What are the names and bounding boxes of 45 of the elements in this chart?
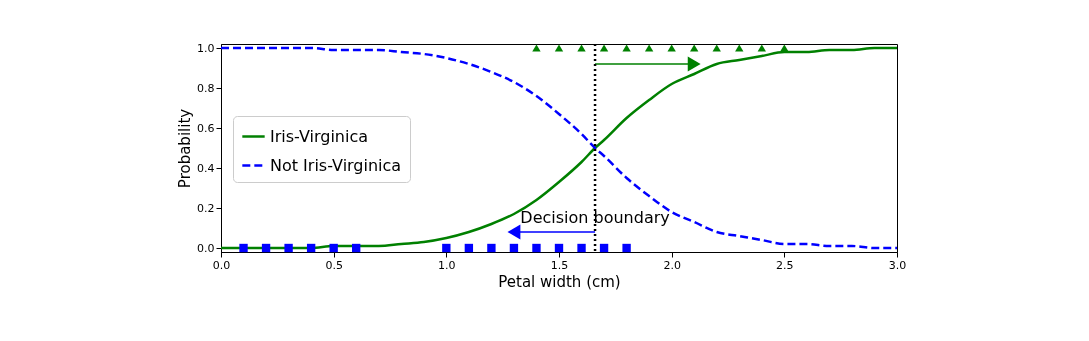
y-tick-label: 0.6 [197, 121, 215, 135]
point [284, 243, 293, 253]
point [667, 44, 676, 52]
x-tick-label: 2.5 [776, 258, 794, 272]
point [622, 44, 631, 52]
point [554, 243, 564, 253]
point [554, 44, 564, 52]
point [644, 44, 654, 52]
legend-label: Not Iris-Virginica [270, 155, 402, 175]
point [532, 44, 541, 52]
point [329, 243, 338, 253]
point [487, 243, 496, 253]
x-tick-label: 3.0 [888, 258, 907, 272]
y-tick-label: 1.0 [197, 41, 215, 55]
point [306, 243, 316, 253]
point [599, 44, 609, 52]
point [442, 243, 451, 253]
y-axis-title: Probability [176, 108, 195, 189]
y-tick-label: 0.4 [197, 161, 215, 175]
x-tick-label: 0.5 [325, 258, 343, 272]
point [352, 243, 361, 253]
point [577, 44, 586, 52]
point [690, 44, 699, 52]
y-tick-label: 0.0 [197, 241, 215, 255]
point [599, 243, 609, 253]
y-tick-label: 0.2 [197, 201, 215, 215]
point [735, 44, 744, 52]
x-tick-label: 2.0 [663, 258, 681, 272]
legend-label: Iris-Virginica [270, 126, 369, 146]
annotation: Decision boundary [520, 208, 670, 227]
point [780, 44, 789, 52]
point [577, 243, 586, 253]
x-tick-label: 1.5 [550, 258, 569, 272]
point [261, 243, 271, 253]
x-axis-title: Petal width (cm) [498, 272, 621, 291]
point [622, 243, 631, 253]
point [239, 243, 248, 253]
y-tick-label: 0.8 [197, 81, 215, 95]
point [464, 243, 474, 253]
point [712, 44, 721, 52]
point [532, 243, 541, 253]
x-tick-label: 1.0 [438, 258, 456, 272]
point [509, 243, 519, 253]
x-tick-label: 0.0 [212, 258, 231, 272]
point [757, 44, 766, 52]
